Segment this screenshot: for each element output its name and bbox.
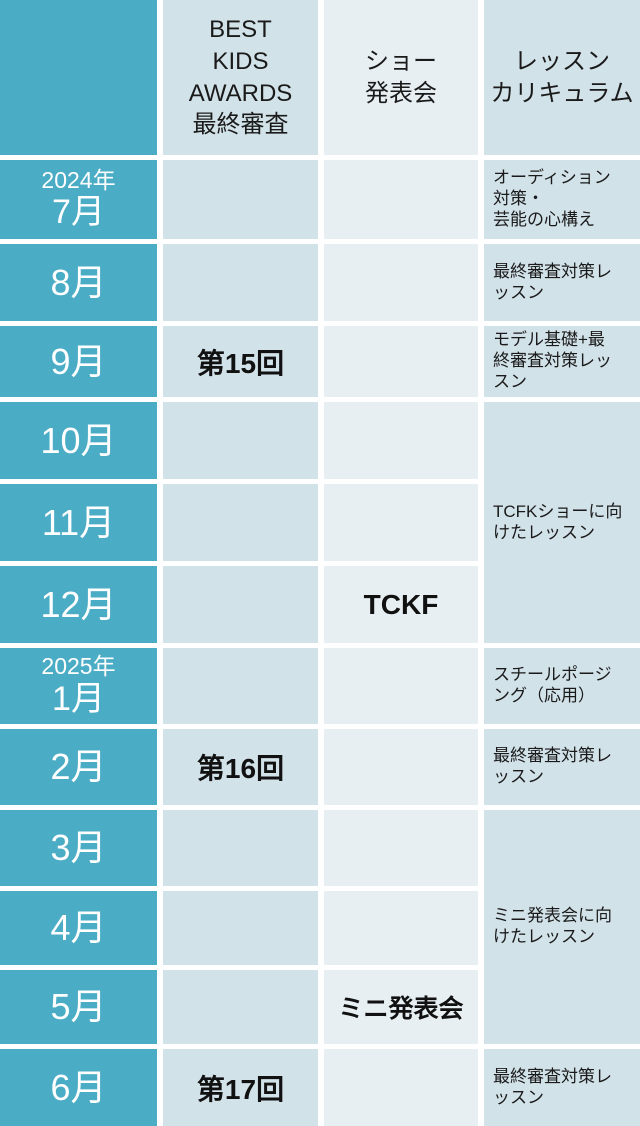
header-best-kids-awards: BEST KIDS AWARDS 最終審査 — [163, 0, 318, 155]
lesson-cell-2025-06: 最終審査対策レ ッスン — [484, 1049, 640, 1126]
lesson-text: 最終審査対策レ ッスン — [493, 746, 612, 786]
year-label-2025: 2025年 — [41, 653, 116, 680]
award-round-label: 第17回 — [196, 1073, 285, 1105]
award-cell-2024-10 — [163, 402, 318, 479]
award-cell-2024-08 — [163, 244, 318, 321]
award-cell-round-16: 第16回 — [163, 729, 318, 805]
award-cell-2025-03 — [163, 810, 318, 886]
show-cell-2025-03 — [324, 810, 478, 886]
lesson-cell-2024-07: オーディション 対策・ 芸能の心構え — [484, 160, 640, 239]
month-label-03: 3月 — [50, 827, 107, 869]
month-cell-2024-10: 10月 — [0, 402, 157, 479]
show-cell-2024-07 — [324, 160, 478, 239]
month-label-09: 9月 — [50, 340, 107, 382]
show-event-label: ミニ発表会 — [338, 995, 464, 1023]
header-award-label: BEST KIDS AWARDS 最終審査 — [188, 16, 293, 139]
lesson-cell-2024-09: モデル基礎+最 終審査対策レッ スン — [484, 326, 640, 397]
award-cell-2024-11 — [163, 484, 318, 561]
month-cell-2025-06: 6月 — [0, 1049, 157, 1126]
month-label-02: 2月 — [50, 746, 107, 788]
header-show: ショー 発表会 — [324, 0, 478, 155]
header-lesson-curriculum: レッスン カリキュラム — [484, 0, 640, 155]
month-label-05: 5月 — [50, 986, 107, 1028]
award-cell-2025-04 — [163, 891, 318, 965]
lesson-text: オーディション 対策・ 芸能の心構え — [493, 168, 611, 229]
show-cell-2024-10 — [324, 402, 478, 479]
show-cell-2025-04 — [324, 891, 478, 965]
lesson-cell-2024-08: 最終審査対策レ ッスン — [484, 244, 640, 321]
award-cell-round-17: 第17回 — [163, 1049, 318, 1126]
award-cell-2025-05 — [163, 970, 318, 1044]
header-lesson-label: レッスン カリキュラム — [490, 47, 634, 107]
lesson-text: モデル基礎+最 終審査対策レッ スン — [493, 330, 612, 391]
month-label-12: 12月 — [40, 583, 117, 625]
header-show-label: ショー 発表会 — [365, 47, 437, 107]
month-label-06: 6月 — [50, 1066, 107, 1108]
show-cell-2025-01 — [324, 648, 478, 724]
show-cell-mini-happyokai: ミニ発表会 — [324, 970, 478, 1044]
month-label-11: 11月 — [41, 501, 116, 543]
lesson-cell-2025-02: 最終審査対策レ ッスン — [484, 729, 640, 805]
award-cell-2025-01 — [163, 648, 318, 724]
month-cell-2025-05: 5月 — [0, 970, 157, 1044]
lesson-cell-merged-mar-may: ミニ発表会に向 けたレッスン — [484, 810, 640, 1044]
award-round-label: 第16回 — [196, 753, 285, 784]
month-cell-2024-11: 11月 — [0, 484, 157, 561]
show-event-label: TCKF — [363, 588, 439, 620]
month-label-01: 1月 — [52, 679, 105, 718]
corner-cell — [0, 0, 157, 155]
award-round-label: 第15回 — [196, 347, 285, 379]
month-cell-2025-03: 3月 — [0, 810, 157, 886]
lesson-cell-2025-01: スチールポージ ング（応用） — [484, 648, 640, 724]
lesson-text: 最終審査対策レ ッスン — [493, 1066, 612, 1107]
year-label-2024: 2024年 — [41, 166, 116, 193]
month-label-08: 8月 — [50, 261, 107, 303]
month-label-10: 10月 — [40, 419, 117, 461]
show-cell-2025-02 — [324, 729, 478, 805]
month-cell-2024-12: 12月 — [0, 566, 157, 643]
award-cell-round-15: 第15回 — [163, 326, 318, 397]
lesson-text: スチールポージ ング（応用） — [493, 665, 612, 705]
month-cell-2024-07: 2024年 7月 — [0, 160, 157, 239]
month-label-04: 4月 — [50, 907, 107, 949]
lesson-cell-merged-oct-dec: TCFKショーに向 けたレッスン — [484, 402, 640, 643]
lesson-text: TCFKショーに向 けたレッスン — [493, 501, 623, 542]
month-cell-2024-08: 8月 — [0, 244, 157, 321]
month-cell-2025-01: 2025年 1月 — [0, 648, 157, 724]
show-cell-2024-09 — [324, 326, 478, 397]
lesson-text: ミニ発表会に向 けたレッスン — [493, 906, 612, 946]
award-cell-2024-07 — [163, 160, 318, 239]
show-cell-2025-06 — [324, 1049, 478, 1126]
lesson-text: 最終審査対策レ ッスン — [493, 261, 612, 302]
show-cell-2024-11 — [324, 484, 478, 561]
month-cell-2025-02: 2月 — [0, 729, 157, 805]
month-cell-2024-09: 9月 — [0, 326, 157, 397]
month-label-07: 7月 — [52, 193, 105, 232]
show-cell-2024-08 — [324, 244, 478, 321]
show-cell-tckf: TCKF — [324, 566, 478, 643]
month-cell-2025-04: 4月 — [0, 891, 157, 965]
award-cell-2024-12 — [163, 566, 318, 643]
